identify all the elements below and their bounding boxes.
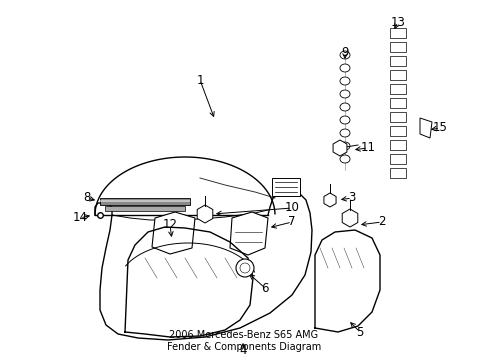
Ellipse shape xyxy=(339,116,349,124)
Text: 2006 Mercedes-Benz S65 AMG
Fender & Components Diagram: 2006 Mercedes-Benz S65 AMG Fender & Comp… xyxy=(166,330,321,352)
Text: 11: 11 xyxy=(360,141,375,154)
Bar xyxy=(389,154,405,164)
Ellipse shape xyxy=(339,142,349,150)
Text: 8: 8 xyxy=(83,192,90,204)
Text: 3: 3 xyxy=(347,192,355,204)
Bar xyxy=(105,206,184,211)
Bar xyxy=(100,198,190,205)
Bar xyxy=(389,140,405,150)
Text: 10: 10 xyxy=(284,202,299,215)
Text: 7: 7 xyxy=(287,216,295,229)
Bar xyxy=(389,56,405,66)
Circle shape xyxy=(240,263,249,273)
Bar xyxy=(389,112,405,122)
Bar xyxy=(389,84,405,94)
Ellipse shape xyxy=(339,103,349,111)
Text: 13: 13 xyxy=(390,15,405,28)
Ellipse shape xyxy=(339,90,349,98)
Ellipse shape xyxy=(339,77,349,85)
Polygon shape xyxy=(100,200,190,202)
Polygon shape xyxy=(419,118,431,138)
Text: 6: 6 xyxy=(261,282,268,294)
Text: 9: 9 xyxy=(341,45,348,58)
Polygon shape xyxy=(152,212,195,254)
Text: 4: 4 xyxy=(239,343,246,356)
Bar xyxy=(389,42,405,52)
Bar xyxy=(389,28,405,38)
Text: 1: 1 xyxy=(196,73,203,86)
Ellipse shape xyxy=(339,51,349,59)
Bar xyxy=(271,178,299,196)
Bar xyxy=(389,126,405,136)
Text: 15: 15 xyxy=(432,121,447,135)
Bar xyxy=(389,168,405,178)
Ellipse shape xyxy=(339,155,349,163)
Text: 5: 5 xyxy=(356,325,363,338)
Text: 2: 2 xyxy=(378,216,385,229)
Polygon shape xyxy=(229,212,267,255)
Text: 14: 14 xyxy=(72,211,87,225)
Text: 12: 12 xyxy=(162,219,177,231)
Circle shape xyxy=(236,259,253,277)
Bar xyxy=(389,98,405,108)
Bar xyxy=(389,70,405,80)
Ellipse shape xyxy=(339,64,349,72)
Ellipse shape xyxy=(339,129,349,137)
